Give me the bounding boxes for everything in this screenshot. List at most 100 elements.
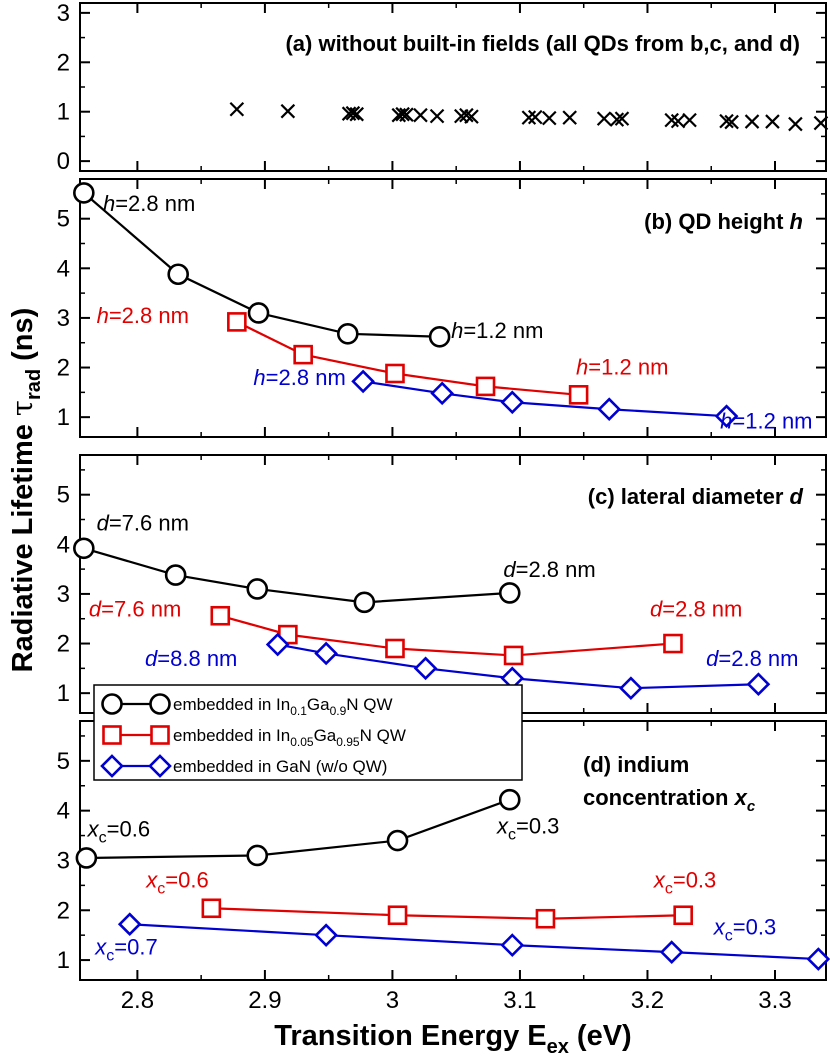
y-tick-label: 1 bbox=[57, 947, 70, 974]
y-tick-label: 4 bbox=[57, 531, 70, 558]
data-point bbox=[385, 363, 405, 384]
data-point bbox=[280, 103, 296, 119]
data-label: h=1.2 nm bbox=[720, 409, 812, 434]
data-point bbox=[413, 107, 428, 123]
data-point bbox=[542, 110, 557, 126]
series-circle bbox=[73, 537, 521, 614]
data-point bbox=[459, 107, 474, 123]
data-point bbox=[247, 302, 270, 324]
y-tick-label: 1 bbox=[57, 404, 70, 431]
data-point bbox=[429, 108, 445, 124]
panel-title: (b) QD height h bbox=[644, 209, 803, 234]
data-point bbox=[385, 638, 405, 659]
x-marker-stroke bbox=[744, 114, 760, 129]
x-tick-label: 3.1 bbox=[503, 987, 536, 1014]
series-diamond bbox=[265, 632, 771, 701]
series-line bbox=[86, 798, 511, 860]
y-tick-label: 3 bbox=[57, 581, 70, 608]
data-point bbox=[500, 390, 525, 415]
data-label: h=2.8 nm bbox=[103, 191, 195, 216]
y-tick-label: 2 bbox=[57, 631, 70, 658]
data-point bbox=[498, 788, 521, 811]
x-marker-stroke bbox=[813, 115, 829, 131]
data-point bbox=[673, 905, 693, 926]
data-point bbox=[73, 537, 95, 560]
x-tick-label: 3.3 bbox=[758, 987, 791, 1014]
data-label: d=2.8 nm bbox=[503, 557, 595, 582]
data-point bbox=[73, 182, 95, 204]
data-point bbox=[428, 325, 451, 348]
data-label: xc=0.3 bbox=[653, 867, 716, 897]
data-label: xc=0.6 bbox=[145, 867, 208, 897]
data-point bbox=[164, 564, 187, 586]
y-tick-label: 1 bbox=[57, 99, 70, 126]
panel-c: 1 2 3 4 5 d=7.6 nm d=2.8 nm d=7.6 nm d=2.8 nm d=8… bbox=[57, 454, 827, 714]
data-point bbox=[498, 582, 521, 604]
y-tick-label: 5 bbox=[57, 748, 70, 775]
data-label: h=1.2 nm bbox=[451, 318, 543, 343]
data-point bbox=[117, 912, 142, 937]
x-marker-stroke bbox=[459, 107, 474, 123]
data-point bbox=[746, 672, 771, 697]
data-point bbox=[596, 111, 612, 126]
data-point bbox=[399, 107, 414, 122]
data-point bbox=[387, 905, 408, 926]
data-point bbox=[813, 115, 829, 131]
legend-entry: embedded in In0.1Ga0.9N QW bbox=[101, 693, 393, 718]
series-x bbox=[229, 101, 829, 132]
x-marker-stroke bbox=[229, 101, 245, 117]
axis-titles: 2.8 2.9 3 3.1 3.2 3.3 Transition Energy Eex (e… bbox=[5, 308, 792, 1058]
panel-title: (d) indium bbox=[583, 752, 689, 777]
x-marker-stroke bbox=[562, 110, 577, 125]
x-marker-stroke bbox=[399, 107, 414, 122]
y-tick-label: 5 bbox=[57, 206, 70, 233]
data-point bbox=[682, 112, 697, 128]
data-point bbox=[788, 116, 803, 132]
y-axis-title: Radiative Lifetime τrad (ns) bbox=[5, 308, 45, 673]
data-point bbox=[167, 263, 189, 286]
data-point bbox=[314, 641, 338, 666]
x-marker-stroke bbox=[395, 106, 410, 122]
series-line bbox=[362, 380, 727, 418]
data-point bbox=[475, 376, 496, 397]
y-tick-label: 3 bbox=[57, 0, 70, 27]
x-tick-label: 2.8 bbox=[121, 987, 154, 1014]
data-point bbox=[535, 908, 556, 929]
y-tick-label: 2 bbox=[57, 355, 70, 382]
x-marker-stroke bbox=[464, 109, 479, 124]
panel-title: concentration xc bbox=[583, 785, 756, 815]
data-point bbox=[464, 109, 479, 124]
x-marker-stroke bbox=[521, 110, 537, 125]
x-marker-stroke bbox=[345, 105, 361, 121]
data-label: xc=0.7 bbox=[94, 935, 157, 965]
legend-label: embedded in In0.05Ga0.95N QW bbox=[173, 726, 406, 749]
data-point bbox=[353, 591, 376, 614]
data-point bbox=[336, 322, 359, 345]
x-tick-label: 3 bbox=[386, 987, 399, 1014]
y-tick-label: 3 bbox=[57, 847, 70, 874]
data-point bbox=[521, 110, 537, 125]
x-marker-stroke bbox=[724, 114, 739, 130]
panel-a: 0 1 2 3 (a) without built-in fields (all QDs… bbox=[57, 0, 829, 175]
data-point bbox=[75, 847, 98, 869]
data-point bbox=[201, 898, 222, 919]
data-point bbox=[663, 633, 683, 654]
panels: 0 1 2 3 (a) without built-in fields (all QDs… bbox=[57, 0, 830, 981]
data-label: xc=0.3 bbox=[713, 915, 776, 945]
data-point bbox=[246, 844, 269, 867]
data-point bbox=[293, 344, 313, 365]
x-marker-stroke bbox=[765, 114, 780, 129]
series-line bbox=[211, 907, 684, 920]
series-circle bbox=[75, 788, 521, 869]
data-point bbox=[719, 113, 734, 129]
data-point bbox=[659, 940, 684, 964]
legend-marker bbox=[102, 725, 122, 745]
series-line bbox=[83, 547, 510, 604]
data-point bbox=[227, 312, 247, 332]
data-label: h=1.2 nm bbox=[576, 354, 668, 379]
data-label: d=7.6 nm bbox=[97, 510, 189, 535]
series-circle bbox=[73, 182, 451, 348]
data-point bbox=[351, 369, 375, 394]
x-marker-stroke bbox=[527, 109, 543, 125]
